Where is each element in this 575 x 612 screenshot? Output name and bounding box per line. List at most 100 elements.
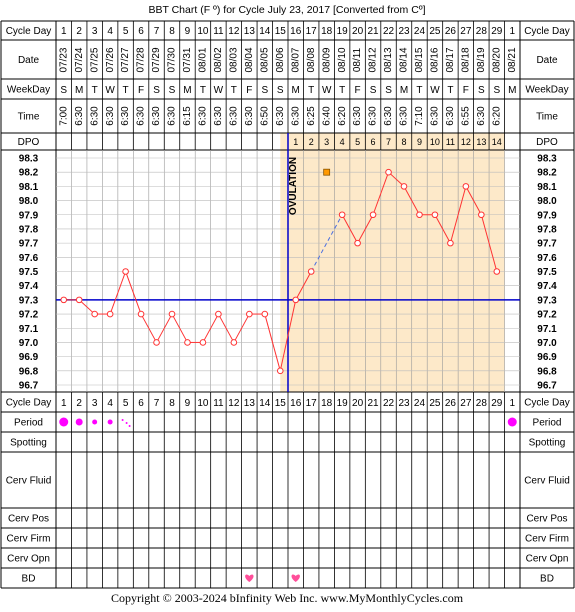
left-bd-label: BD (22, 574, 36, 585)
cycle-day-number: 12 (228, 398, 240, 409)
cycle-day-number: 3 (92, 26, 98, 37)
weekday-value: S (60, 85, 67, 96)
temp-point (75, 296, 83, 304)
y-tick-label-left: 97.0 (19, 338, 39, 349)
weekday-value: S (153, 85, 160, 96)
temp-point (447, 239, 454, 247)
temp-line-segment (78, 299, 96, 315)
time-value: 6:30 (136, 106, 147, 126)
cycle-day-number: 5 (123, 26, 129, 37)
date-value: 08/04 (244, 47, 255, 72)
y-tick-label-left: 97.1 (19, 324, 39, 335)
cycle-day-number: 27 (460, 398, 472, 409)
y-tick-label-right: 97.1 (537, 324, 557, 335)
spotting-dot (121, 419, 124, 421)
cycle-day-number: 23 (398, 26, 410, 37)
y-tick-label-right: 97.4 (537, 281, 557, 292)
y-tick-label-right: 96.9 (537, 352, 557, 363)
date-value: 08/10 (337, 47, 348, 72)
left-time-label: Time (18, 112, 40, 123)
right-time-label: Time (536, 112, 558, 123)
temp-line-segment (140, 313, 157, 343)
weekday-value: T (308, 85, 314, 96)
left-period-label: Period (14, 418, 43, 429)
dpo-value: 5 (355, 137, 360, 147)
y-tick-label-right: 98.1 (537, 182, 557, 193)
cycle-day-number: 7 (154, 26, 160, 37)
date-value: 08/21 (507, 47, 518, 72)
right-cycle-day-label: Cycle Day (524, 398, 570, 409)
weekday-value: F (463, 85, 469, 96)
left-weekday-label: WeekDay (7, 85, 50, 96)
cycle-day-number: 19 (337, 398, 349, 409)
cycle-day-number: 10 (197, 26, 209, 37)
weekday-value: W (105, 85, 115, 96)
weekday-value: S (478, 85, 485, 96)
temp-point (338, 211, 346, 219)
post-ovulation-shading (280, 133, 505, 392)
cycle-day-number: 10 (197, 398, 209, 409)
cycle-day-number: 25 (429, 26, 441, 37)
cycle-day-number: 22 (383, 398, 395, 409)
cycle-day-number: 12 (228, 26, 240, 37)
temp-line-segment (357, 214, 374, 244)
y-tick-label-left: 98.3 (19, 154, 39, 165)
y-tick-label-left: 96.8 (19, 366, 39, 377)
chart-title: BBT Chart (F º) for Cycle July 23, 2017 … (148, 4, 425, 16)
temp-point (385, 168, 392, 176)
time-value: 6:30 (445, 106, 456, 126)
date-value: 08/03 (229, 47, 240, 72)
cycle-day-number: 28 (476, 398, 488, 409)
weekday-value: W (322, 85, 332, 96)
date-value: 08/19 (476, 47, 487, 72)
cycle-day-number: 14 (259, 26, 271, 37)
left-cerv-fluid-label: Cerv Fluid (6, 476, 52, 487)
dpo-value: 4 (340, 137, 345, 147)
right-cerv-opn-label: Cerv Opn (526, 554, 569, 565)
weekday-value: S (261, 85, 268, 96)
period-dot (92, 419, 98, 425)
spotting-dot (125, 422, 128, 424)
weekday-value: F (138, 85, 144, 96)
time-value: 6:30 (352, 106, 363, 126)
time-value: 6:20 (337, 106, 348, 126)
left-dpo-label: DPO (18, 137, 40, 148)
temp-point (184, 339, 191, 346)
date-value: 08/01 (198, 47, 209, 72)
temp-line-segment (341, 214, 359, 244)
cycle-day-number: 11 (213, 398, 224, 409)
date-value: 07/30 (167, 47, 178, 72)
temp-point (230, 339, 238, 346)
cycle-day-number: 19 (337, 26, 349, 37)
y-tick-label-left: 97.3 (19, 295, 39, 306)
cycle-day-number: 21 (368, 398, 380, 409)
y-tick-label-right: 97.6 (537, 253, 557, 264)
right-date-label: Date (536, 55, 558, 66)
date-value: 07/27 (120, 47, 131, 72)
temp-point (462, 183, 470, 190)
cycle-day-number: 15 (275, 398, 287, 409)
time-value: 6:30 (151, 106, 162, 126)
cycle-day-number: 17 (306, 398, 318, 409)
period-dot (59, 417, 69, 427)
temp-line-dashed-segment (310, 214, 343, 272)
cycle-day-number: 16 (290, 26, 302, 37)
cycle-day-number: 9 (185, 398, 191, 409)
temp-line-segment (480, 214, 498, 272)
spotting-dot (128, 425, 131, 427)
cycle-day-number: 7 (154, 398, 160, 409)
date-value: 08/07 (290, 47, 301, 72)
time-value: 6:30 (368, 106, 379, 126)
right-cycle-day-label: Cycle Day (524, 26, 570, 37)
temp-point (354, 239, 361, 247)
date-value: 08/08 (306, 47, 317, 72)
time-value: 6:30 (476, 106, 487, 126)
time-value: 7:10 (414, 106, 425, 126)
time-value: 6:30 (198, 106, 209, 126)
date-value: 07/24 (74, 47, 85, 72)
date-value: 07/26 (105, 47, 116, 72)
y-tick-label-left: 97.4 (19, 281, 39, 292)
dpo-value: 1 (293, 137, 298, 147)
y-tick-label-right: 97.2 (537, 310, 557, 321)
weekday-value: T (416, 85, 422, 96)
